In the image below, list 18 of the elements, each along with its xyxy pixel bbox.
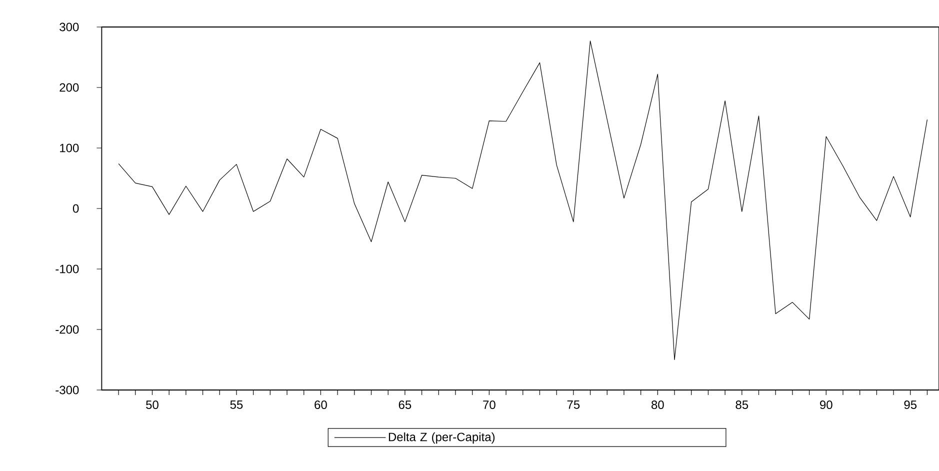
x-tick-label: 90 [820,400,832,410]
y-tick-label: -200 [56,325,79,334]
x-tick-label: 65 [398,400,412,410]
x-tick-label: 85 [736,400,748,410]
y-tick-label: 0 [72,204,79,213]
x-tick-label: 75 [567,400,580,409]
y-tick-label: 300 [60,22,79,32]
x-tick-label: 95 [904,400,917,410]
y-tick-label: -100 [56,264,79,274]
x-tick-label: 60 [314,400,327,410]
x-tick-label: 70 [483,400,496,410]
y-tick-label: 100 [60,144,79,152]
legend-label: Delta Z (per-Capita) [388,432,495,444]
x-tick-label: 50 [146,400,158,410]
y-tick-label: -300 [56,386,79,394]
x-tick-label: 80 [652,400,664,410]
y-tick-label: 200 [60,83,79,92]
x-tick-label: 55 [230,400,243,409]
